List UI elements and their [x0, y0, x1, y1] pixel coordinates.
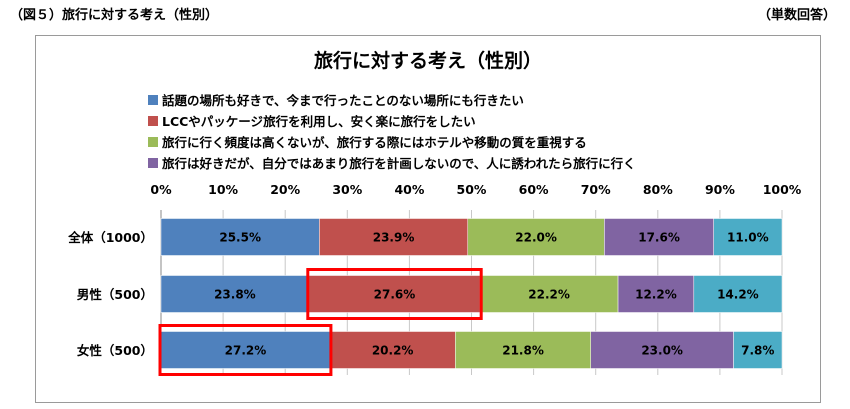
bar-segment — [160, 275, 310, 313]
data-label: 17.6% — [638, 231, 680, 245]
bar-segment — [604, 218, 714, 256]
category-label: 全体（1000） — [67, 230, 153, 245]
data-label: 20.2% — [372, 344, 414, 358]
x-tick-label: 10% — [208, 182, 238, 197]
data-label: 21.8% — [502, 344, 544, 358]
bar-segment — [160, 218, 320, 256]
data-label: 12.2% — [635, 288, 677, 302]
bar-segment — [693, 275, 783, 313]
x-tick-label: 80% — [643, 182, 673, 197]
chart-title: 旅行に対する考え（性別） — [313, 50, 542, 72]
x-tick-label: 90% — [705, 182, 735, 197]
bar-segment — [319, 218, 469, 256]
data-label: 23.0% — [641, 344, 683, 358]
bar-segment — [329, 331, 456, 369]
bar-segment — [479, 275, 619, 313]
legend-label: 話題の場所も好きで、今まで行ったことのない場所にも行きたい — [162, 93, 524, 108]
bar-segment — [713, 218, 783, 256]
x-tick-label: 100% — [763, 182, 802, 197]
bar-segment — [617, 275, 695, 313]
legend-swatch — [148, 115, 158, 126]
x-tick-label: 50% — [457, 182, 487, 197]
category-label: 女性（500） — [77, 343, 153, 358]
bar-segment — [733, 331, 783, 369]
bar-segment — [455, 331, 591, 369]
bar-segment — [590, 331, 734, 369]
unit-note: （単数回答） — [757, 8, 836, 23]
x-tick-label: 40% — [394, 182, 424, 197]
legend-swatch — [148, 94, 158, 105]
category-label: 男性（500） — [77, 287, 153, 302]
data-label: 25.5% — [219, 231, 261, 245]
legend-item: LCCやパッケージ旅行を利用し、安く楽に旅行をしたい — [148, 110, 636, 131]
x-tick-label: 60% — [519, 182, 549, 197]
bar-segment — [308, 275, 481, 313]
figure-label: （図５）旅行に対する考え（性別） — [10, 8, 219, 23]
legend-label: 旅行に行く頻度は高くないが、旅行する際にはホテルや移動の質を重視する — [162, 135, 587, 150]
bar-segment — [467, 218, 605, 256]
legend: 話題の場所も好きで、今まで行ったことのない場所にも行きたい LCCやパッケージ旅… — [148, 89, 636, 173]
x-tick-label: 20% — [270, 182, 300, 197]
legend-label: LCCやパッケージ旅行を利用し、安く楽に旅行をしたい — [162, 114, 476, 129]
data-label: 11.0% — [727, 231, 769, 245]
data-label: 7.8% — [741, 344, 774, 358]
x-tick-label: 70% — [581, 182, 611, 197]
data-label: 14.2% — [717, 288, 759, 302]
legend-swatch — [148, 136, 158, 147]
legend-label: 旅行は好きだが、自分ではあまり旅行を計画しないので、人に誘われたら旅行に行く — [162, 156, 636, 171]
highlight-box — [158, 324, 333, 376]
x-tick-label: 30% — [332, 182, 362, 197]
highlight-box — [306, 268, 483, 320]
data-label: 27.6% — [374, 288, 416, 302]
legend-item: 話題の場所も好きで、今まで行ったことのない場所にも行きたい — [148, 89, 636, 110]
data-label: 23.8% — [214, 288, 256, 302]
x-tick-label: 0% — [150, 182, 172, 197]
legend-item: 旅行に行く頻度は高くないが、旅行する際にはホテルや移動の質を重視する — [148, 131, 636, 152]
data-label: 23.9% — [373, 231, 415, 245]
legend-item: 旅行は好きだが、自分ではあまり旅行を計画しないので、人に誘われたら旅行に行く — [148, 152, 636, 173]
data-label: 22.2% — [528, 288, 570, 302]
data-label: 27.2% — [225, 344, 267, 358]
data-label: 22.0% — [515, 231, 557, 245]
legend-swatch — [148, 157, 158, 168]
bar-segment — [160, 331, 331, 369]
